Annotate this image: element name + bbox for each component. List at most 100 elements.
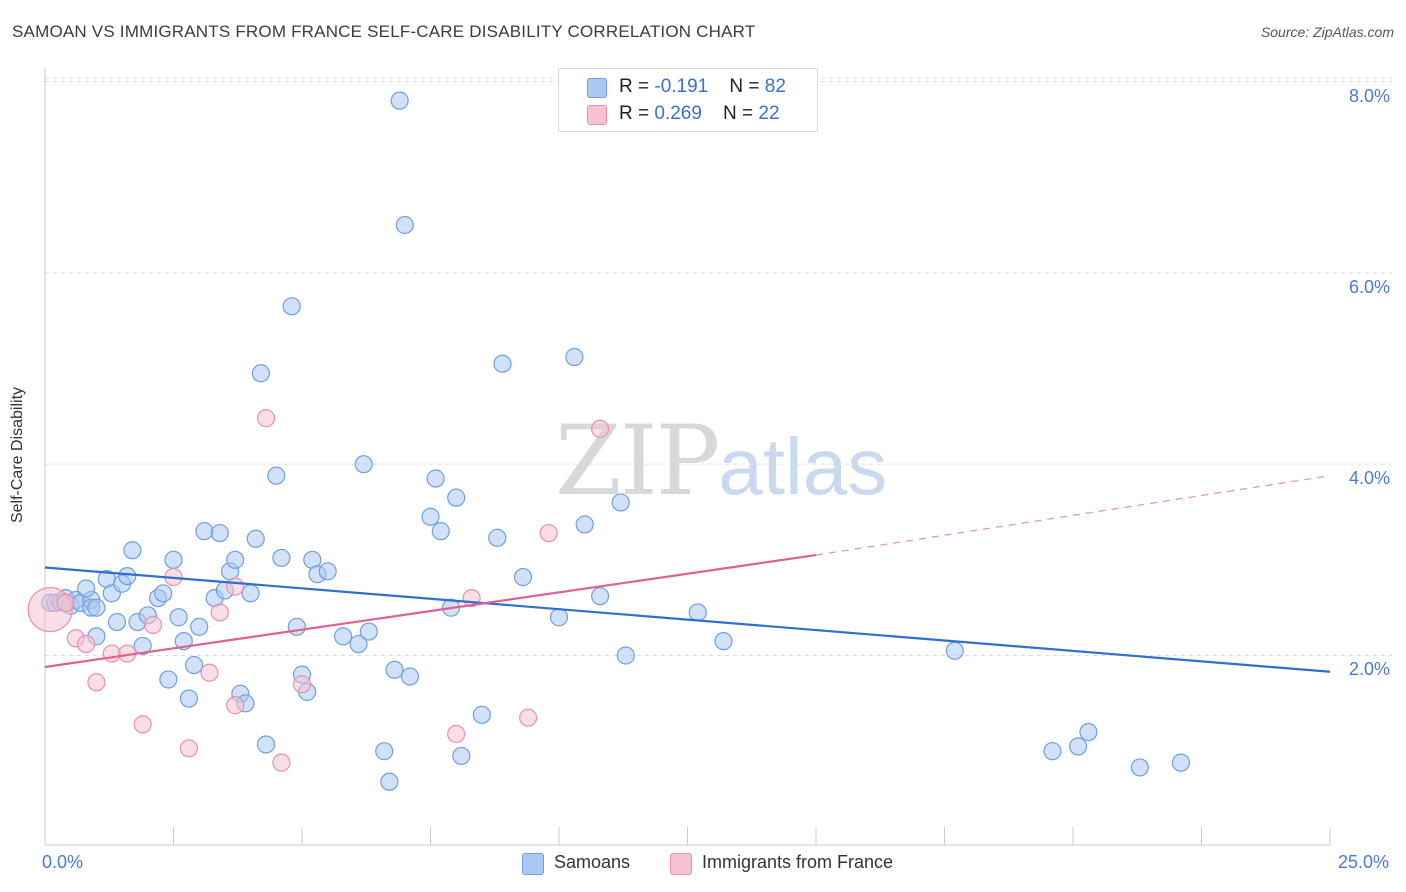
point-samoans-16 xyxy=(118,566,137,586)
r-value-france: 0.269 xyxy=(654,103,702,124)
point-samoans-59 xyxy=(395,215,414,235)
point-samoans-14 xyxy=(107,612,127,632)
trend-line-france xyxy=(44,553,817,669)
point-samoans-44 xyxy=(282,297,301,316)
point-samoans-28 xyxy=(184,655,204,675)
point-samoans-61 xyxy=(421,507,440,526)
point-france-15 xyxy=(256,409,276,428)
point-france-7 xyxy=(133,715,152,734)
point-france-10 xyxy=(179,739,199,758)
point-samoans-54 xyxy=(359,622,378,641)
point-samoans-69 xyxy=(493,354,512,373)
point-samoans-45 xyxy=(287,617,306,636)
point-france-11 xyxy=(200,663,219,682)
point-samoans-71 xyxy=(549,608,569,627)
point-samoans-82 xyxy=(1079,722,1098,742)
y-tick-label-6: 6.0% xyxy=(1349,277,1391,297)
stats-legend: R = -0.191 N = 82 R = 0.269 N = 22 xyxy=(558,68,818,132)
point-france-16 xyxy=(272,753,291,772)
chart-title: SAMOAN VS IMMIGRANTS FROM FRANCE SELF-CA… xyxy=(12,22,756,41)
source-credit: Source: ZipAtlas.com xyxy=(1260,24,1394,40)
point-samoans-63 xyxy=(431,522,450,541)
point-france-5 xyxy=(102,644,121,663)
point-france-12 xyxy=(210,603,229,622)
point-france-8 xyxy=(143,615,163,634)
legend-text-france: R = 0.269 N = 22 xyxy=(619,103,780,124)
point-samoans-70 xyxy=(513,567,533,587)
point-samoans-68 xyxy=(488,528,507,547)
x-tick-label-max: 25.0% xyxy=(1338,852,1390,872)
point-samoans-65 xyxy=(447,488,466,507)
point-samoans-55 xyxy=(375,742,394,761)
point-samoans-62 xyxy=(426,469,445,488)
point-france-13 xyxy=(226,696,245,715)
bottom-legend-swatch-samoans xyxy=(522,853,544,875)
point-samoans-43 xyxy=(272,548,291,568)
point-samoans-32 xyxy=(210,523,229,543)
n-value-samoans: 82 xyxy=(764,76,786,97)
y-tick-label-8: 8.0% xyxy=(1349,86,1391,106)
point-samoans-76 xyxy=(616,646,635,665)
point-samoans-40 xyxy=(251,364,270,383)
point-france-17 xyxy=(292,675,312,694)
r-value-samoans: -0.191 xyxy=(654,76,709,97)
point-samoans-77 xyxy=(688,603,707,622)
legend-text-samoans: R = -0.191 N = 82 xyxy=(619,76,786,97)
point-samoans-39 xyxy=(246,529,265,548)
point-samoans-74 xyxy=(591,587,610,606)
point-samoans-81 xyxy=(1069,737,1088,756)
y-tick-label-2: 2.0% xyxy=(1349,659,1391,679)
point-samoans-51 xyxy=(334,627,353,646)
bottom-legend-swatch-france xyxy=(670,853,692,875)
point-samoans-8 xyxy=(77,579,96,598)
trend-line-dashed-france xyxy=(815,475,1331,556)
point-samoans-29 xyxy=(190,617,209,636)
point-samoans-42 xyxy=(267,466,286,485)
point-samoans-60 xyxy=(400,667,420,686)
point-samoans-79 xyxy=(945,641,964,660)
point-samoans-22 xyxy=(154,584,173,603)
point-samoans-27 xyxy=(179,689,199,708)
point-samoans-50 xyxy=(318,562,337,581)
point-samoans-17 xyxy=(123,541,142,560)
point-france-14 xyxy=(226,577,245,596)
point-france-1 xyxy=(56,593,75,612)
point-france-21 xyxy=(539,523,558,543)
point-samoans-72 xyxy=(565,347,584,367)
point-samoans-38 xyxy=(241,584,260,603)
point-samoans-10 xyxy=(87,598,106,617)
y-tick-label-4: 4.0% xyxy=(1349,468,1391,488)
trend-line-samoans xyxy=(44,566,1331,673)
point-samoans-53 xyxy=(354,455,373,474)
point-samoans-83 xyxy=(1130,758,1149,777)
point-france-4 xyxy=(87,673,106,692)
point-samoans-23 xyxy=(159,670,178,689)
point-samoans-52 xyxy=(349,634,368,654)
y-axis-label: Self-Care Disability xyxy=(9,386,26,524)
point-samoans-58 xyxy=(390,91,409,110)
point-france-3 xyxy=(77,634,96,654)
point-samoans-35 xyxy=(226,550,245,569)
point-samoans-75 xyxy=(611,493,630,512)
point-samoans-25 xyxy=(169,608,188,627)
point-samoans-67 xyxy=(472,705,491,724)
bottom-legend-label-france: Immigrants from France xyxy=(702,852,894,872)
legend-swatch-samoans xyxy=(587,78,607,98)
bottom-legend-label-samoans: Samoans xyxy=(554,852,631,872)
point-samoans-66 xyxy=(452,746,471,766)
legend-swatch-france xyxy=(587,105,607,125)
point-samoans-73 xyxy=(575,515,594,534)
point-france-20 xyxy=(519,708,538,727)
point-france-18 xyxy=(447,724,466,744)
point-samoans-80 xyxy=(1043,742,1062,761)
x-tick-label-min: 0.0% xyxy=(42,852,84,872)
point-samoans-84 xyxy=(1171,753,1191,772)
point-samoans-41 xyxy=(256,735,276,754)
point-samoans-78 xyxy=(714,632,733,651)
n-value-france: 22 xyxy=(758,103,780,124)
point-samoans-56 xyxy=(380,772,399,791)
point-france-22 xyxy=(591,419,610,438)
point-samoans-24 xyxy=(164,550,183,569)
point-samoans-57 xyxy=(385,660,404,679)
